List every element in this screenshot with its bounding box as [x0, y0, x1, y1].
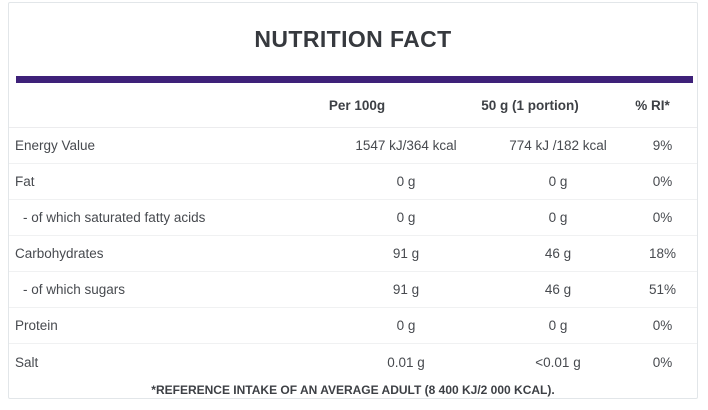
value-per-100g: 0.01 g: [387, 354, 425, 370]
reference-intake-footnote: *REFERENCE INTAKE OF AN AVERAGE ADULT (8…: [151, 383, 555, 397]
nutrition-facts-card: NUTRITION FACT Per 100g 50 g (1 portion)…: [8, 2, 698, 399]
nutrient-label: Protein: [15, 318, 58, 333]
value-per-portion: 0 g: [548, 210, 568, 225]
page-title: NUTRITION FACT: [254, 26, 452, 52]
table-body: Energy Value 1547 kJ/364 kcal 774 kJ /18…: [9, 128, 697, 380]
nutrient-label: Fat: [15, 174, 35, 189]
accent-divider-bar: [16, 76, 693, 83]
nutrient-label: Salt: [15, 354, 39, 370]
value-per-100g: 91 g: [392, 282, 420, 297]
nutrient-label: - of which saturated fatty acids: [23, 210, 206, 225]
value-per-portion: 0 g: [548, 174, 568, 189]
value-per-portion: <0.01 g: [535, 354, 581, 370]
header-reference-intake: % RI*: [635, 97, 670, 113]
value-per-100g: 91 g: [392, 246, 420, 261]
value-per-portion: 46 g: [544, 282, 572, 297]
value-reference-intake: 18%: [648, 246, 677, 261]
table-row: - of which saturated fatty acids 0 g 0 g…: [9, 200, 697, 236]
value-per-100g: 0 g: [396, 174, 416, 189]
value-reference-intake: 0%: [652, 210, 673, 225]
nutrient-label: Energy Value: [15, 138, 96, 153]
table-row: Protein 0 g 0 g 0%: [9, 308, 697, 344]
value-reference-intake: 9%: [652, 138, 673, 153]
value-per-100g: 0 g: [396, 210, 416, 225]
value-per-100g: 1547 kJ/364 kcal: [355, 138, 457, 153]
value-per-portion: 46 g: [544, 246, 572, 261]
table-header-row: Per 100g 50 g (1 portion) % RI*: [9, 83, 697, 128]
value-per-portion: 774 kJ /182 kcal: [509, 138, 607, 153]
nutrient-label: Carbohydrates: [15, 246, 104, 261]
value-per-portion: 0 g: [548, 318, 568, 333]
header-per-100g: Per 100g: [328, 97, 386, 113]
value-reference-intake: 0%: [652, 354, 673, 370]
table-row: Salt 0.01 g <0.01 g 0%: [9, 344, 697, 380]
table-row: Energy Value 1547 kJ/364 kcal 774 kJ /18…: [9, 128, 697, 164]
value-reference-intake: 0%: [652, 318, 673, 333]
value-reference-intake: 51%: [648, 282, 677, 297]
table-row: Fat 0 g 0 g 0%: [9, 164, 697, 200]
nutrient-label: - of which sugars: [23, 282, 126, 297]
value-per-100g: 0 g: [396, 318, 416, 333]
table-row: Carbohydrates 91 g 46 g 18%: [9, 236, 697, 272]
table-row: - of which sugars 91 g 46 g 51%: [9, 272, 697, 308]
header-portion: 50 g (1 portion): [481, 97, 579, 113]
value-reference-intake: 0%: [652, 174, 673, 189]
title-block: NUTRITION FACT: [9, 3, 697, 76]
